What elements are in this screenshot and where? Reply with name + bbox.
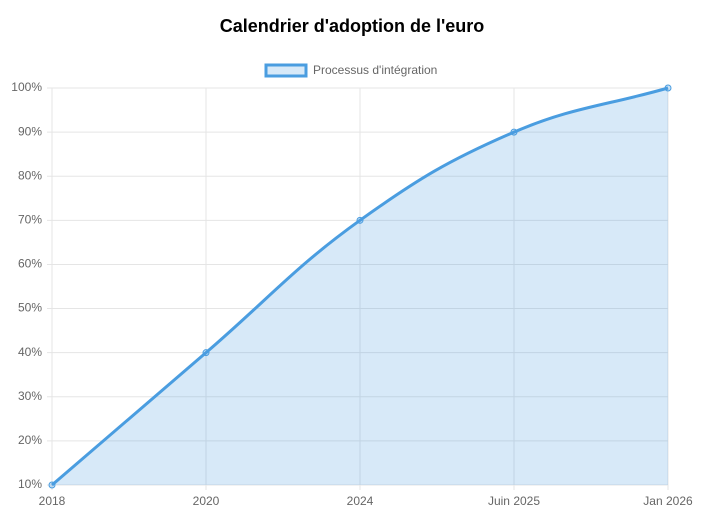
y-tick-label: 80% [18, 168, 42, 182]
y-tick-label: 10% [18, 477, 42, 491]
y-tick-label: 30% [18, 389, 42, 403]
point [356, 216, 364, 224]
x-tick-label: Jan 2026 [643, 494, 693, 508]
area [52, 88, 668, 485]
point [202, 349, 210, 357]
chart-title: Calendrier d'adoption de l'euro [220, 16, 485, 36]
y-tick-label: 60% [18, 257, 42, 271]
x-tick-label: Juin 2025 [488, 494, 540, 508]
point [48, 481, 56, 489]
x-tick-label: 2024 [347, 494, 374, 508]
point [510, 128, 518, 136]
y-tick-label: 90% [18, 124, 42, 138]
y-tick-label: 100% [11, 80, 42, 94]
y-tick-label: 20% [18, 433, 42, 447]
y-tick-label: 40% [18, 345, 42, 359]
legend-swatch [264, 63, 308, 78]
x-tick-label: 2018 [39, 494, 66, 508]
point [664, 84, 672, 92]
line [51, 86, 669, 487]
x-tick-label: 2020 [193, 494, 220, 508]
legend-label: Processus d'intégration [313, 63, 437, 77]
y-tick-label: 50% [18, 301, 42, 315]
y-tick-label: 70% [18, 213, 42, 227]
